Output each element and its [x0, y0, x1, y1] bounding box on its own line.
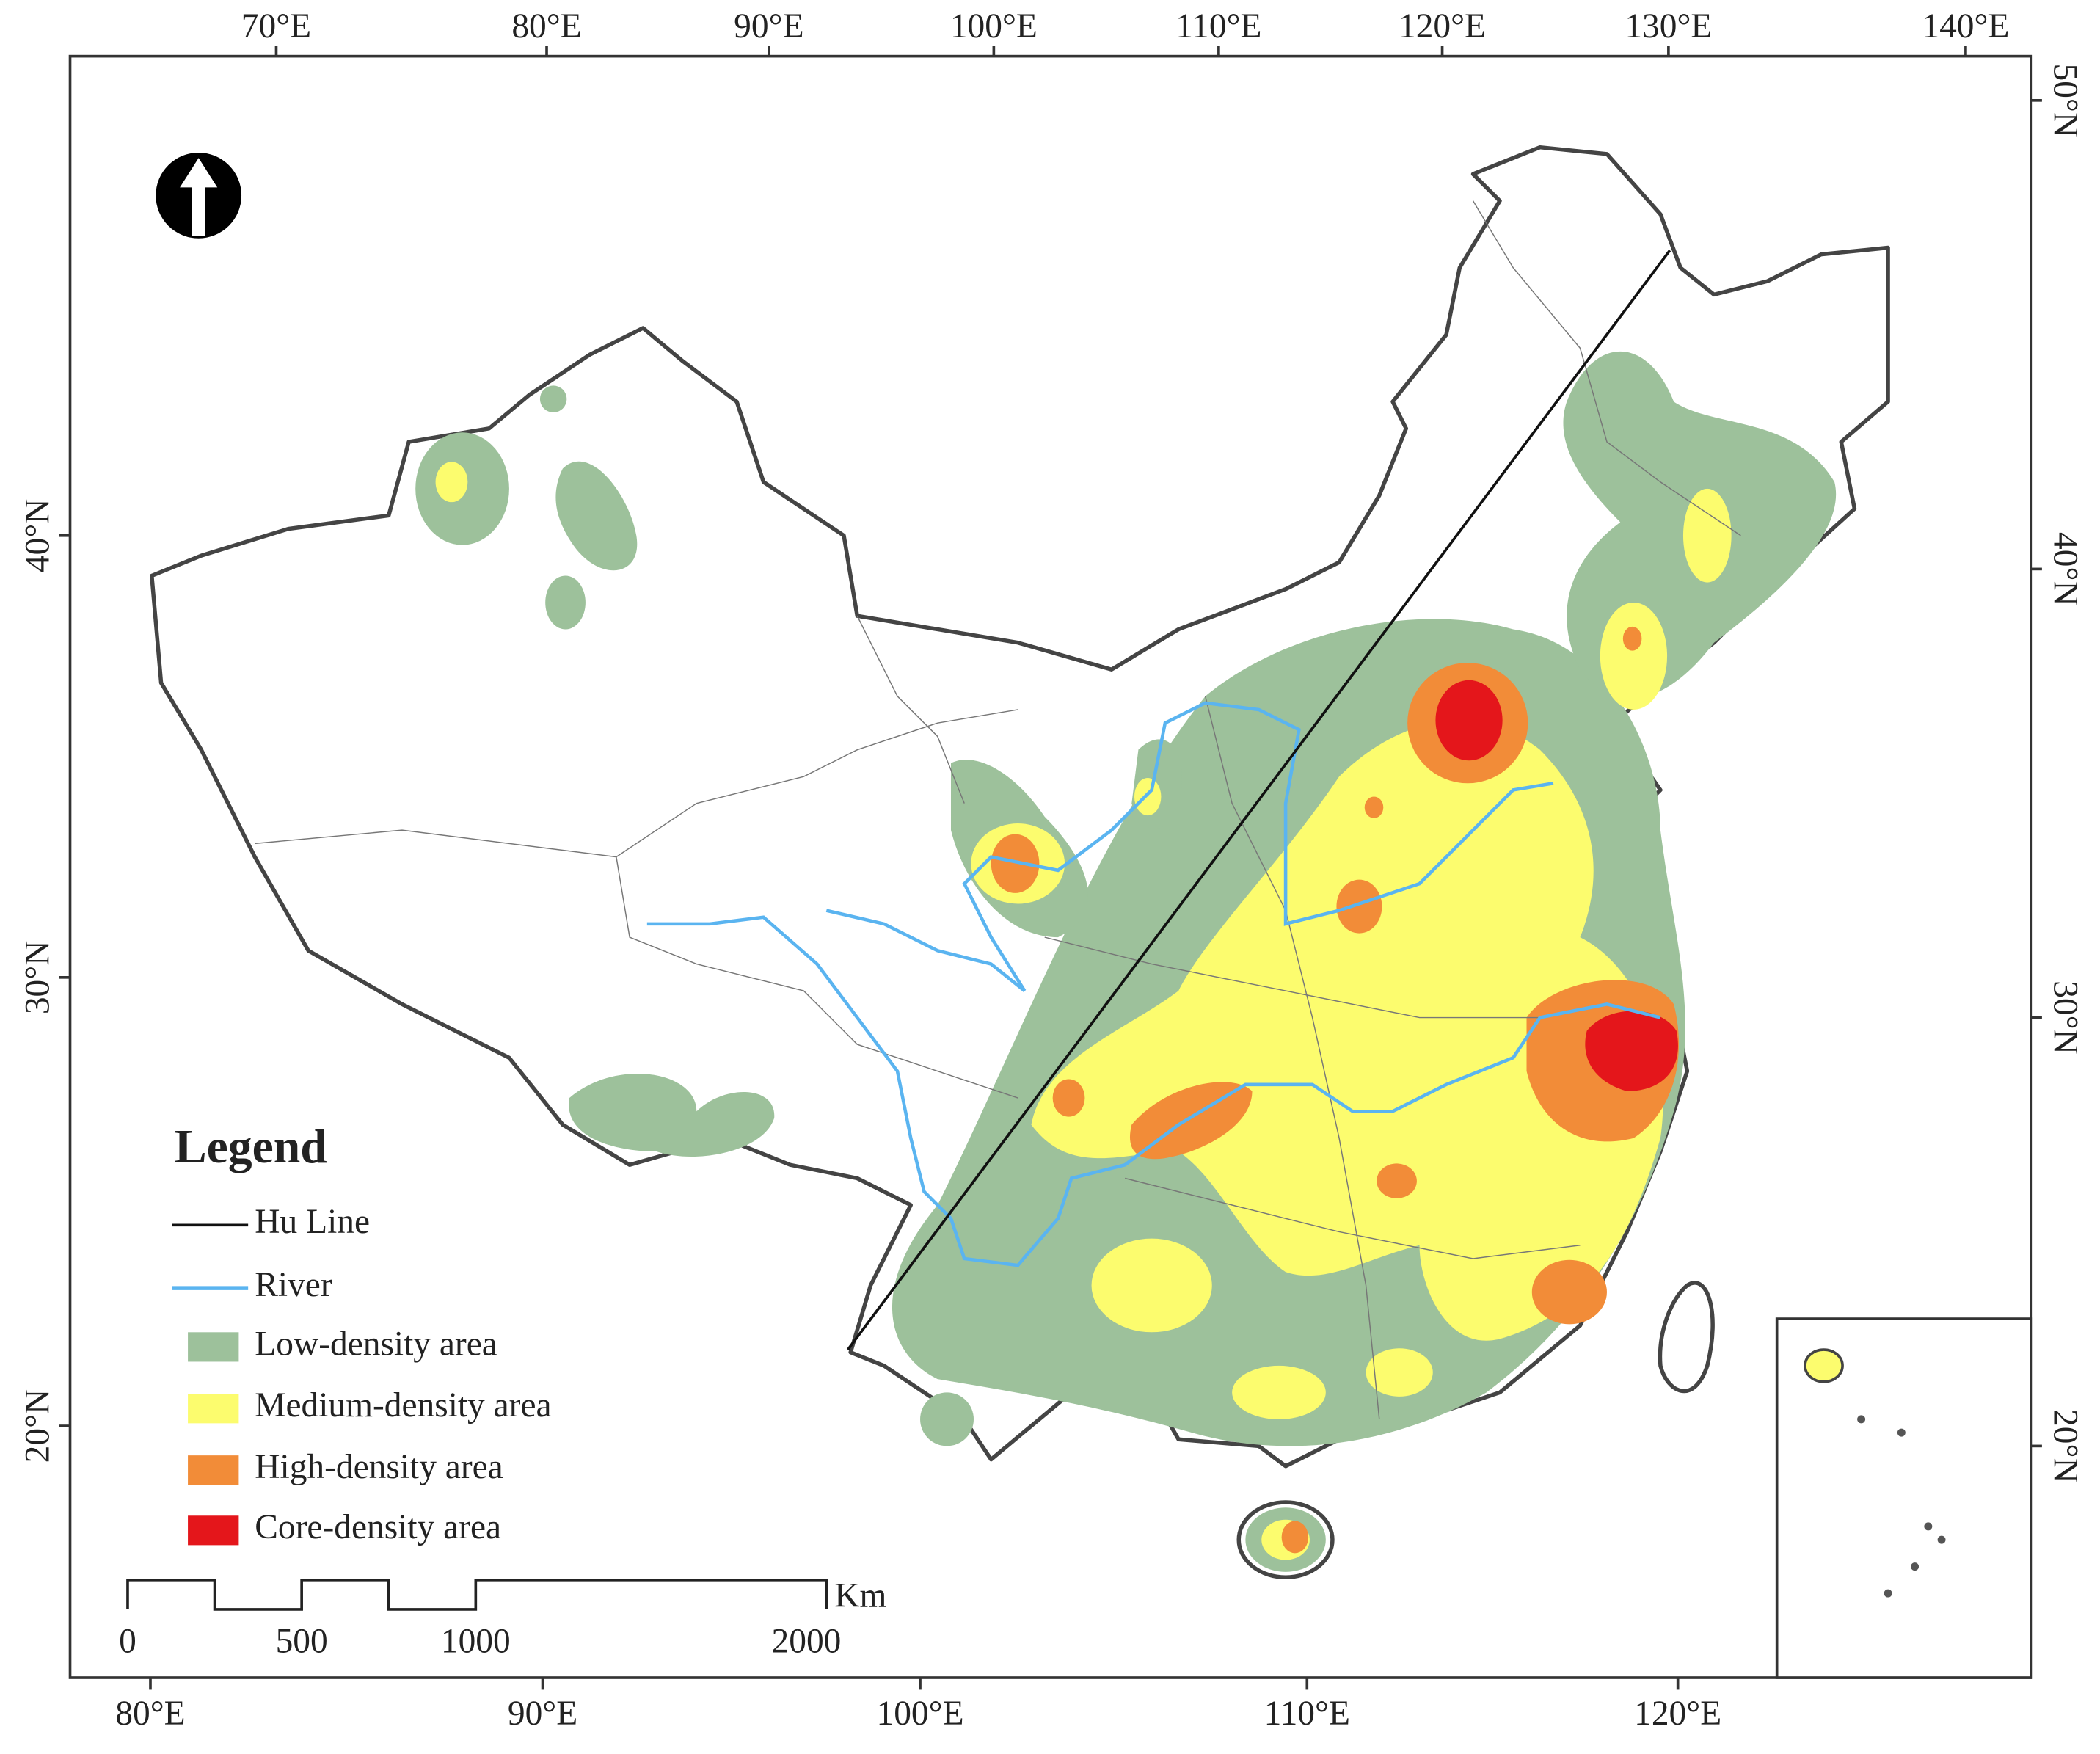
top-axis-label: 110°E: [1175, 7, 1261, 46]
scale-label: 1000: [441, 1622, 511, 1660]
bottom-axis-label: 110°E: [1264, 1695, 1350, 1733]
legend-swatch: [188, 1394, 239, 1424]
top-axis-label: 80°E: [511, 7, 581, 46]
scale-label: 2000: [772, 1622, 842, 1660]
left-axis-label: 20°N: [18, 1389, 56, 1463]
top-axis-label: 90°E: [734, 7, 803, 46]
top-axis-label: 70°E: [241, 7, 311, 46]
scale-unit: Km: [834, 1576, 886, 1615]
top-axis-label: 130°E: [1625, 7, 1712, 46]
hu-line: [847, 250, 1671, 1351]
inset-islands: [1804, 1348, 1946, 1598]
island-outline: [1658, 1281, 1715, 1394]
legend-label: High-density area: [255, 1448, 503, 1486]
legend-label: Core-density area: [255, 1508, 501, 1546]
bottom-axis-label: 80°E: [115, 1695, 185, 1733]
right-axis-label: 30°N: [2046, 980, 2084, 1055]
top-axis-label: 140°E: [1922, 7, 2009, 46]
legend: Hu Line River Low-density area Medium-densi…: [172, 1203, 552, 1546]
legend-label: Low-density area: [255, 1325, 497, 1363]
bottom-axis-label: 100°E: [876, 1695, 963, 1733]
scale-label: 500: [276, 1622, 328, 1660]
right-axis-label: 40°N: [2046, 532, 2084, 606]
legend-label: Medium-density area: [255, 1386, 551, 1424]
legend-label: Hu Line: [255, 1203, 370, 1241]
left-axis-label: 30°N: [18, 941, 56, 1015]
north-arrow: [156, 152, 242, 239]
scale-bar: [126, 1579, 828, 1611]
bottom-axis-label: 120°E: [1634, 1695, 1721, 1733]
right-axis-label: 20°N: [2046, 1409, 2084, 1483]
province-boundaries: [255, 200, 1741, 1419]
top-axis-label: 120°E: [1399, 7, 1486, 46]
legend-label: River: [255, 1266, 332, 1304]
top-axis-label: 100°E: [950, 7, 1038, 46]
right-axis-label: 50°N: [2046, 64, 2084, 138]
map-frame: [68, 54, 2033, 1679]
legend-swatch: [188, 1455, 239, 1485]
core-density: [1435, 680, 1678, 1091]
legend-title: Legend: [175, 1120, 327, 1173]
scale-label: 0: [119, 1622, 136, 1660]
legend-swatch: [188, 1515, 239, 1546]
legend-swatch: [188, 1332, 239, 1362]
island-outline: [1236, 1500, 1335, 1579]
labels: 70°E 80°E 90°E 100°E 110°E 120°E 130°E 140°E 80°…: [18, 7, 2084, 1733]
bottom-axis-label: 90°E: [508, 1695, 577, 1733]
left-axis-label: 40°N: [18, 498, 56, 572]
river: [646, 701, 1661, 1267]
